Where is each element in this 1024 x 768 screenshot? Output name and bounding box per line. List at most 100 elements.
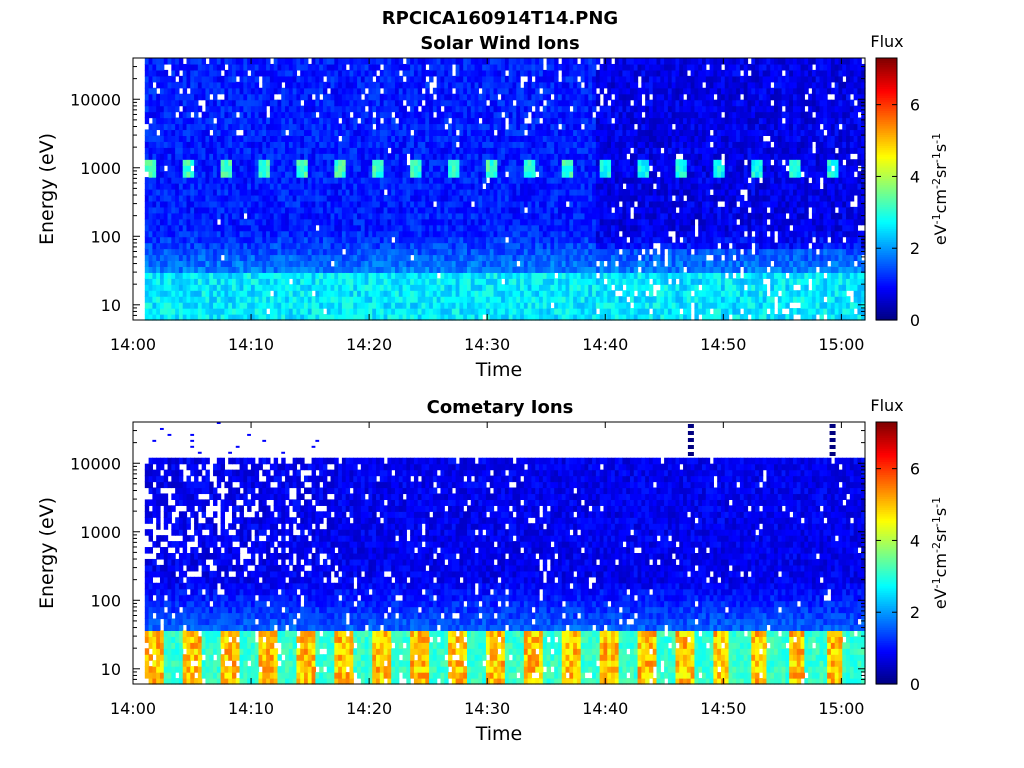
- heatmap-cell: [345, 87, 351, 95]
- heatmap-cell: [205, 63, 210, 71]
- heatmap-cell: [194, 63, 199, 71]
- heatmap-cell: [167, 224, 172, 232]
- heatmap-cell: [334, 117, 339, 125]
- heatmap-cell: [216, 123, 222, 131]
- heatmap-cell: [379, 93, 385, 101]
- heatmap-cell: [156, 278, 161, 285]
- heatmap-cell: [557, 177, 563, 184]
- heatmap-cell: [258, 105, 263, 113]
- heatmap-cell: [372, 314, 377, 321]
- heatmap-cell: [584, 302, 589, 309]
- heatmap-cell: [557, 206, 563, 214]
- heatmap-cell: [296, 189, 301, 196]
- heatmap-cell: [478, 314, 483, 321]
- heatmap-cell: [554, 212, 559, 220]
- heatmap-cell: [300, 63, 305, 71]
- heatmap-cell: [394, 314, 400, 321]
- heatmap-cell: [364, 171, 370, 178]
- heatmap-cell: [269, 308, 275, 315]
- heatmap-cell: [569, 260, 574, 267]
- heatmap-cell: [364, 63, 370, 71]
- heatmap-cell: [376, 296, 381, 303]
- heatmap-cell: [326, 302, 332, 309]
- heatmap-cell: [304, 111, 309, 119]
- heatmap-cell: [190, 117, 195, 125]
- heatmap-cell: [231, 200, 237, 208]
- heatmap-cell: [372, 212, 377, 220]
- heatmap-cell: [349, 248, 354, 256]
- heatmap-cell: [315, 58, 320, 65]
- heatmap-cell: [326, 63, 332, 71]
- heatmap-cell: [292, 183, 298, 190]
- heatmap-cell: [546, 266, 551, 273]
- heatmap-cell: [281, 75, 286, 83]
- heatmap-cell: [163, 206, 169, 214]
- heatmap-cell: [379, 183, 385, 190]
- heatmap-cell: [398, 87, 404, 95]
- heatmap-cell: [372, 206, 377, 214]
- heatmap-cell: [277, 194, 282, 202]
- heatmap-cell: [539, 159, 544, 166]
- heatmap-cell: [152, 308, 157, 315]
- heatmap-cell: [148, 135, 153, 142]
- heatmap-cell: [357, 314, 362, 321]
- heatmap-cell: [148, 254, 153, 262]
- heatmap-cell: [273, 99, 279, 107]
- heatmap-cell: [300, 284, 305, 291]
- heatmap-cell: [501, 165, 506, 172]
- heatmap-cell: [406, 236, 411, 244]
- heatmap-cell: [349, 278, 354, 285]
- heatmap-cell: [576, 123, 582, 131]
- heatmap-cell: [171, 147, 176, 154]
- heatmap-cell: [178, 272, 184, 279]
- heatmap-cell: [330, 111, 335, 119]
- heatmap-cell: [398, 248, 404, 256]
- heatmap-cell: [216, 200, 222, 208]
- heatmap-cell: [550, 266, 555, 273]
- heatmap-cell: [216, 87, 222, 95]
- heatmap-cell: [231, 302, 237, 309]
- heatmap-cell: [523, 69, 529, 77]
- heatmap-cell: [224, 81, 229, 89]
- heatmap-cell: [448, 93, 453, 101]
- heatmap-cell: [440, 218, 445, 226]
- heatmap-cell: [531, 296, 536, 303]
- heatmap-cell: [448, 171, 453, 178]
- heatmap-cell: [542, 105, 548, 113]
- heatmap-cell: [557, 278, 563, 285]
- heatmap-cell: [319, 81, 324, 89]
- heatmap-cell: [326, 123, 332, 131]
- heatmap-cell: [311, 230, 316, 238]
- heatmap-cell: [243, 117, 248, 125]
- heatmap-cell: [463, 314, 468, 321]
- heatmap-cell: [159, 123, 165, 131]
- heatmap-cell: [152, 230, 157, 238]
- heatmap-cell: [497, 63, 502, 71]
- heatmap-cell: [504, 81, 510, 89]
- heatmap-cell: [326, 99, 332, 107]
- heatmap-cell: [322, 135, 328, 142]
- heatmap-cell: [546, 236, 551, 244]
- heatmap-cell: [182, 171, 188, 178]
- heatmap-cell: [281, 63, 286, 71]
- heatmap-cell: [379, 159, 385, 166]
- heatmap-cell: [322, 248, 328, 256]
- heatmap-cell: [296, 302, 301, 309]
- heatmap-cell: [550, 75, 555, 83]
- heatmap-cell: [285, 200, 290, 208]
- heatmap-cell: [372, 200, 377, 208]
- heatmap-cell: [326, 200, 332, 208]
- heatmap-cell: [444, 308, 449, 315]
- heatmap-cell: [394, 230, 400, 238]
- heatmap-cell: [402, 290, 407, 297]
- heatmap-cell: [175, 278, 180, 285]
- heatmap-cell: [368, 171, 373, 178]
- heatmap-cell: [220, 194, 226, 202]
- heatmap-cell: [209, 159, 214, 166]
- heatmap-cell: [163, 123, 169, 131]
- heatmap-cell: [231, 290, 237, 297]
- heatmap-cell: [201, 200, 207, 208]
- heatmap-cell: [576, 111, 582, 119]
- heatmap-cell: [417, 165, 423, 172]
- heatmap-cell: [493, 147, 498, 154]
